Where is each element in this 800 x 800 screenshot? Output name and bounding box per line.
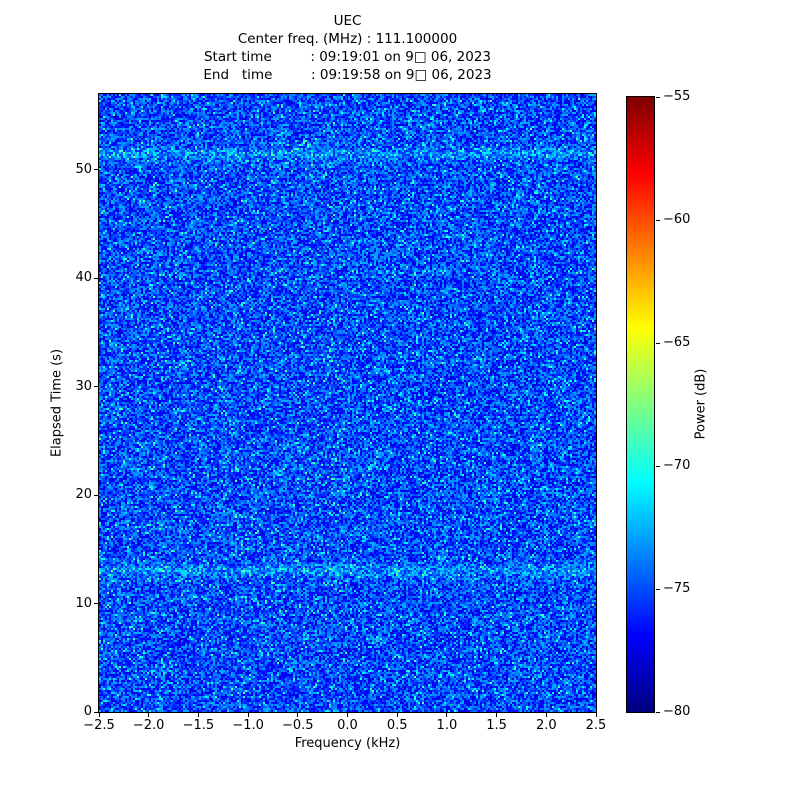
x-tick-label: 1.0	[436, 718, 458, 733]
x-tick	[446, 713, 448, 717]
x-tick-label: 0.5	[386, 718, 408, 733]
x-tick-label: −0.5	[282, 718, 314, 733]
x-tick-label: −2.5	[83, 718, 115, 733]
x-tick-label: −1.5	[182, 718, 215, 733]
y-tick-label: 40	[75, 270, 92, 286]
colorbar-tick	[656, 219, 660, 221]
x-tick	[545, 713, 547, 717]
x-tick	[297, 713, 299, 717]
start-time-line: Start time : 09:19:01 on 9□ 06, 2023	[203, 49, 491, 65]
colorbar-tick	[656, 342, 660, 344]
plot-title: UEC	[333, 13, 362, 29]
x-tick-label: −2.0	[132, 718, 165, 733]
y-tick	[94, 711, 98, 713]
colorbar-tick	[656, 711, 660, 713]
y-axis-label: Elapsed Time (s)	[49, 348, 65, 458]
y-tick	[94, 169, 98, 171]
x-tick	[496, 713, 498, 717]
colorbar-canvas	[627, 97, 654, 712]
y-tick	[94, 386, 98, 388]
y-tick-label: 50	[75, 161, 92, 177]
colorbar-tick-label: −70	[663, 458, 691, 473]
x-axis-label: Frequency (kHz)	[294, 736, 401, 751]
x-tick	[148, 713, 150, 717]
x-tick	[197, 713, 199, 717]
colorbar-tick-label: −75	[663, 581, 691, 596]
x-tick-label: 1.5	[486, 718, 507, 733]
y-tick-label: 30	[75, 378, 92, 394]
colorbar-tick-label: −80	[663, 704, 691, 719]
y-tick	[94, 277, 98, 279]
x-tick-label: 0.0	[337, 718, 358, 733]
x-tick	[396, 713, 398, 717]
x-tick	[98, 713, 100, 717]
x-tick-label: 2.5	[585, 718, 607, 733]
colorbar-tick	[656, 465, 660, 467]
y-tick-label: 10	[75, 595, 92, 611]
x-tick	[595, 713, 597, 717]
title-block: UEC Center freq. (MHz) : 111.100000 Star…	[99, 12, 596, 84]
y-tick-label: 20	[75, 487, 92, 503]
x-tick	[347, 713, 348, 717]
colorbar-tick	[656, 588, 660, 590]
x-tick-label: 2.0	[535, 718, 557, 733]
y-tick	[94, 603, 98, 605]
colorbar-tick-label: −60	[663, 212, 691, 227]
y-tick	[94, 494, 98, 496]
center-freq-line: Center freq. (MHz) : 111.100000	[237, 31, 458, 47]
colorbar-tick	[656, 96, 660, 98]
spectrogram-canvas	[99, 94, 596, 712]
x-tick	[247, 713, 249, 717]
end-time-line: End time : 09:19:58 on 9□ 06, 2023	[203, 67, 492, 83]
colorbar-label: Power (dB)	[693, 368, 709, 440]
colorbar-tick-label: −55	[663, 89, 691, 104]
colorbar-tick-label: −65	[663, 335, 691, 350]
x-tick-label: −1.0	[232, 718, 264, 733]
y-tick-label: 0	[83, 704, 92, 719]
